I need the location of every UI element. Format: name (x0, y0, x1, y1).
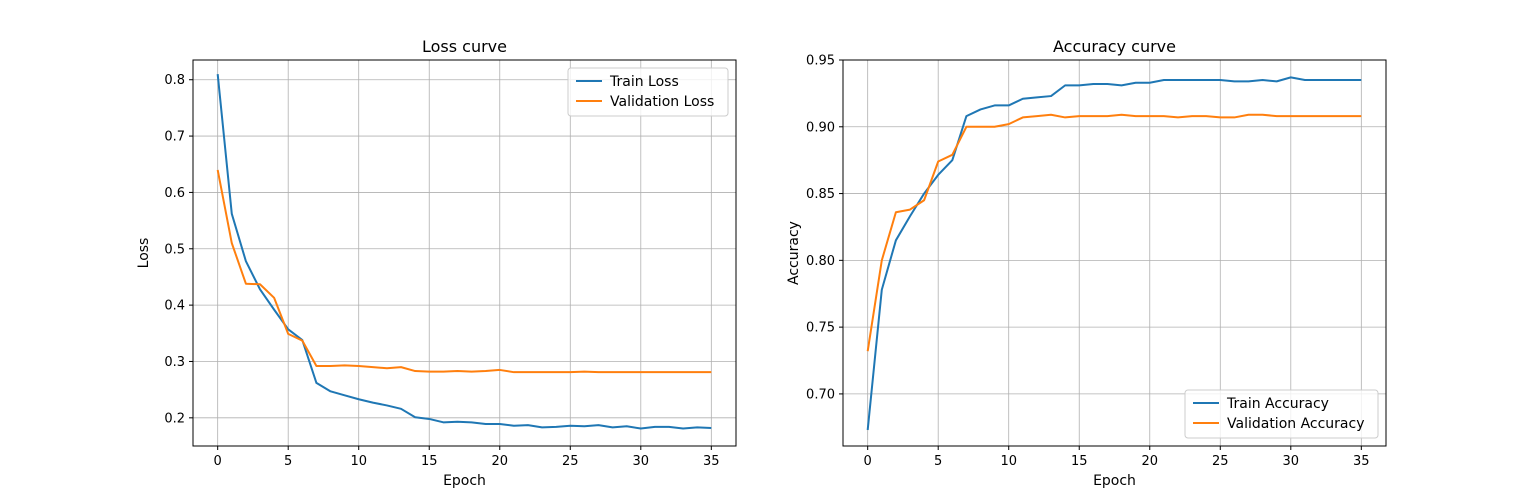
loss-y-ticks: 0.2 0.3 0.4 0.5 0.6 0.7 0.8 (164, 73, 193, 426)
accuracy-x-tick-label: 5 (934, 454, 942, 469)
accuracy-x-ticks: 0 5 10 15 20 25 30 35 (864, 446, 1370, 469)
loss-x-tick-label: 20 (491, 454, 508, 469)
loss-x-tick-label: 35 (703, 454, 720, 469)
accuracy-x-tick-label: 35 (1353, 454, 1370, 469)
loss-series (216, 73, 712, 430)
accuracy-grid (843, 59, 1386, 446)
accuracy-y-tick-label: 0.85 (806, 187, 835, 202)
loss-x-tick-label: 10 (350, 454, 367, 469)
loss-x-tick-label: 25 (562, 454, 579, 469)
accuracy-legend-box (1184, 389, 1379, 439)
accuracy-x-tick-label: 20 (1141, 454, 1158, 469)
accuracy-chart: 0 5 10 15 20 25 30 35 0.700.750.800.850.900.95 … (786, 37, 1387, 489)
loss-y-tick-label: 0.2 (164, 411, 185, 426)
accuracy-y-tick-label: 0.75 (806, 321, 835, 336)
accuracy-x-tick-label: 15 (1071, 454, 1088, 469)
series-line-train-loss (216, 73, 712, 430)
loss-grid (193, 60, 736, 446)
loss-y-axis-label: Loss (136, 238, 152, 269)
accuracy-y-tick-label: 0.90 (806, 120, 835, 135)
series-line-train-accuracy (866, 76, 1362, 431)
accuracy-chart-title: Accuracy curve (1053, 37, 1176, 56)
accuracy-series (866, 76, 1362, 431)
accuracy-y-tick-label: 0.95 (806, 54, 835, 69)
accuracy-x-axis-label: Epoch (1093, 473, 1136, 489)
loss-y-tick-label: 0.5 (164, 242, 185, 257)
loss-x-ticks: 0 5 10 15 20 25 30 35 (214, 446, 720, 469)
loss-x-tick-label: 0 (214, 454, 222, 469)
legend-label-train-loss: Train Loss (609, 74, 679, 90)
accuracy-legend: Train Accuracy Validation Accuracy (1184, 389, 1379, 439)
accuracy-x-tick-label: 0 (864, 454, 872, 469)
legend-label-validation-accuracy: Validation Accuracy (1227, 416, 1365, 432)
loss-x-axis-label: Epoch (443, 473, 486, 489)
loss-chart: 0 5 10 15 20 25 30 35 0.2 0.3 0.4 0.5 0.6 0.7 0.8 Los… (136, 37, 737, 489)
accuracy-x-tick-label: 30 (1283, 454, 1300, 469)
accuracy-axes-frame (842, 59, 1387, 447)
loss-x-tick-label: 15 (421, 454, 438, 469)
accuracy-y-ticks: 0.70 0.75 0.80 0.85 0.90 0.95 (806, 54, 843, 402)
accuracy-x-tick-label: 10 (1000, 454, 1017, 469)
series-line-validation-loss (216, 169, 712, 374)
loss-x-tick-label: 30 (633, 454, 650, 469)
legend-label-train-accuracy: Train Accuracy (1226, 396, 1329, 412)
accuracy-y-axis-label: Accuracy (786, 221, 802, 285)
loss-y-tick-label: 0.8 (164, 73, 185, 88)
loss-y-tick-label: 0.7 (164, 130, 185, 145)
loss-legend: Train Loss Validation Loss (567, 67, 729, 117)
loss-axes-frame (192, 59, 737, 447)
loss-x-tick-label: 5 (284, 454, 292, 469)
accuracy-y-tick-label: 0.70 (806, 387, 835, 402)
legend-label-validation-loss: Validation Loss (610, 94, 714, 110)
loss-y-tick-label: 0.4 (164, 299, 185, 314)
loss-legend-box (567, 67, 729, 117)
loss-y-tick-label: 0.3 (164, 355, 185, 370)
accuracy-x-tick-label: 25 (1212, 454, 1229, 469)
loss-y-tick-label: 0.6 (164, 186, 185, 201)
series-line-validation-accuracy (866, 113, 1362, 352)
accuracy-y-tick-label: 0.80 (806, 254, 835, 269)
loss-chart-title: Loss curve (422, 37, 507, 56)
